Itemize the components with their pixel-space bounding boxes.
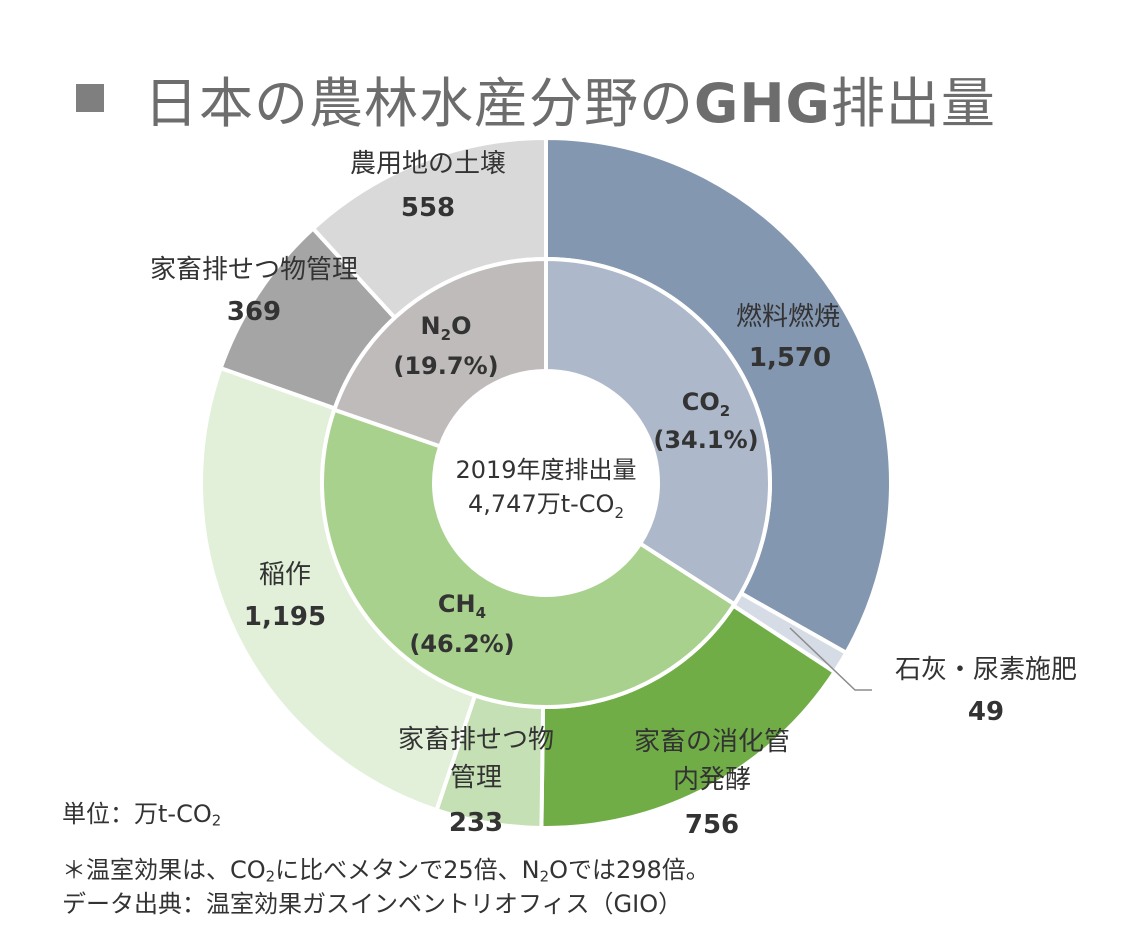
inner-slice-2 — [331, 256, 548, 449]
outer-label-value-manure-n2o: 369 — [227, 297, 281, 327]
title-suffix: 排出量 — [830, 71, 996, 135]
outer-label-name-enteric-1: 家畜の消化管 — [634, 727, 790, 757]
inner-label-ch4-pct: (46.2%) — [409, 630, 514, 658]
outer-label-name-fuel: 燃料燃焼 — [736, 302, 840, 332]
outer-label-value-lime: 49 — [968, 697, 1004, 727]
outer-label-name-manure-ch4-1: 家畜排せつ物 — [398, 725, 554, 755]
title-bold: GHG — [694, 71, 831, 135]
outer-label-value-soil: 558 — [401, 193, 455, 223]
gwp-note: ＊温室効果は、CO2に比べメタンで25倍、N2Oでは298倍。 — [62, 856, 710, 886]
unit-note: 単位：万t-CO2 — [62, 800, 222, 830]
outer-label-value-manure-ch4: 233 — [449, 808, 503, 838]
center-label-year: 2019年度排出量 — [455, 456, 636, 484]
inner-ring — [320, 256, 772, 709]
title-text: 日本の農林水産分野のGHG排出量 — [144, 59, 996, 138]
center-label-total: 4,747万t-CO2 — [468, 490, 624, 522]
source-note: データ出典：温室効果ガスインベントリオフィス（GIO） — [62, 890, 683, 918]
outer-label-name-rice: 稲作 — [259, 560, 311, 590]
leader-line — [789, 627, 872, 691]
outer-label-name-manure-ch4-2: 管理 — [450, 763, 502, 793]
outer-label-value-rice: 1,195 — [244, 602, 326, 632]
inner-slice-0 — [544, 256, 772, 607]
inner-label-co2-pct: (34.1%) — [653, 426, 758, 454]
chart-title: 日本の農林水産分野のGHG排出量 — [76, 58, 996, 138]
title-prefix: 日本の農林水産分野の — [144, 71, 694, 135]
outer-label-name-lime: 石灰・尿素施肥 — [895, 655, 1077, 685]
inner-label-n2o-pct: (19.7%) — [393, 352, 498, 380]
outer-label-name-enteric-2: 内発酵 — [673, 765, 751, 795]
outer-label-value-fuel: 1,570 — [749, 343, 831, 373]
outer-label-name-manure-n2o: 家畜排せつ物管理 — [150, 255, 358, 285]
outer-label-value-enteric: 756 — [685, 810, 739, 840]
outer-label-name-soil: 農用地の土壌 — [350, 149, 506, 179]
inner-slice-1 — [320, 407, 738, 709]
title-bullet-icon — [76, 84, 104, 112]
